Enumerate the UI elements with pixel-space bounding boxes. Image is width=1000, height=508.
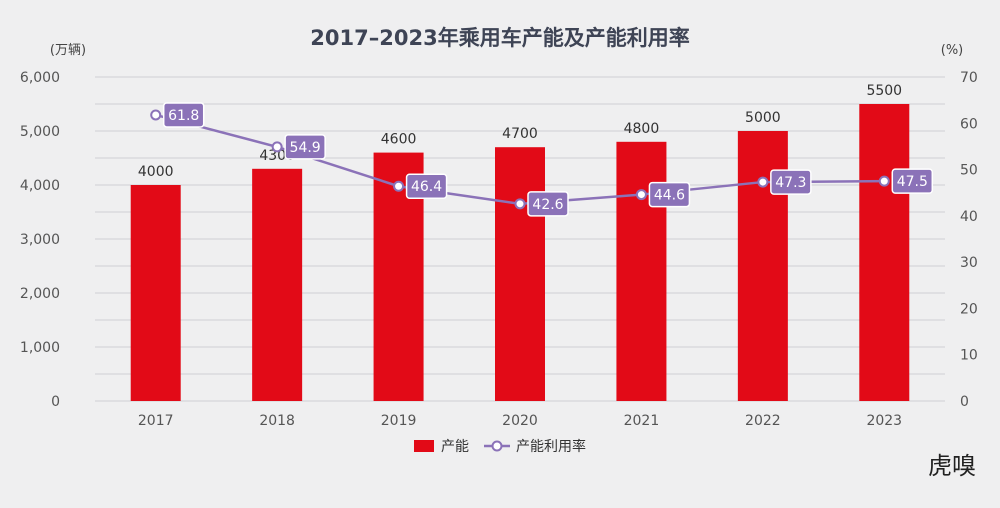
line-data-label: 47.5 bbox=[897, 174, 928, 190]
right-tick-label: 0 bbox=[960, 394, 969, 410]
x-tick-label: 2019 bbox=[381, 413, 417, 429]
bar bbox=[616, 141, 667, 402]
bar-data-label: 4800 bbox=[624, 121, 660, 137]
line-data-label-box bbox=[405, 173, 448, 199]
bar bbox=[495, 147, 545, 401]
right-axis-unit: (%) bbox=[941, 43, 964, 58]
right-tick-label: 50 bbox=[960, 163, 978, 179]
line-data-label-box bbox=[648, 181, 691, 208]
bar bbox=[859, 104, 910, 401]
x-tick-label: 2023 bbox=[866, 413, 902, 429]
line-data-label: 42.6 bbox=[532, 197, 563, 213]
logo: 虎嗅 bbox=[928, 452, 976, 480]
right-tick-label: 60 bbox=[960, 116, 978, 132]
left-tick-label: 5,000 bbox=[20, 124, 60, 140]
line-point bbox=[635, 189, 647, 201]
line-series: 61.8 54.9 46.4 42.6 44.6 47.3 47.5 bbox=[150, 102, 934, 217]
bar-data-label: 4700 bbox=[502, 126, 538, 142]
legend-bar-swatch bbox=[414, 440, 434, 452]
x-tick-label: 2020 bbox=[502, 413, 538, 429]
right-tick-label: 40 bbox=[960, 209, 978, 225]
chart-title: 2017–2023年乘用车产能及产能利用率 bbox=[310, 26, 689, 50]
right-tick-label: 20 bbox=[960, 301, 978, 317]
line-point bbox=[150, 109, 162, 121]
line-point bbox=[393, 180, 405, 192]
line-data-label-box bbox=[891, 168, 934, 194]
left-axis-unit: (万辆) bbox=[50, 43, 86, 58]
line-point bbox=[878, 175, 890, 187]
line-data-label: 54.9 bbox=[290, 140, 321, 156]
line-data-label-box bbox=[527, 191, 569, 217]
left-tick-label: 6,000 bbox=[20, 70, 60, 86]
bar-data-label: 5500 bbox=[866, 83, 902, 99]
line-data-label-box bbox=[770, 169, 812, 195]
x-axis-ticks: 2017 2018 2019 2020 2021 2022 2023 bbox=[138, 413, 902, 429]
legend: 产能 产能利用率 bbox=[414, 438, 586, 455]
legend-bar-label: 产能 bbox=[441, 439, 469, 455]
bar bbox=[252, 168, 303, 401]
line-data-label: 47.3 bbox=[775, 175, 806, 191]
bar-data-label: 4600 bbox=[381, 132, 417, 148]
right-tick-label: 10 bbox=[960, 348, 978, 364]
right-tick-label: 70 bbox=[960, 70, 978, 86]
bar-data-label: 4000 bbox=[138, 164, 174, 180]
line-data-label-box bbox=[162, 102, 205, 128]
line-data-label: 46.4 bbox=[411, 179, 442, 195]
right-axis-ticks: 0 10 20 30 40 50 60 70 bbox=[960, 70, 978, 410]
left-tick-label: 0 bbox=[51, 394, 60, 410]
x-tick-label: 2022 bbox=[745, 413, 781, 429]
x-tick-label: 2018 bbox=[259, 413, 295, 429]
x-tick-label: 2017 bbox=[138, 413, 174, 429]
left-tick-label: 2,000 bbox=[20, 286, 60, 302]
bar bbox=[130, 185, 181, 401]
legend-line-label: 产能利用率 bbox=[516, 438, 586, 455]
line-point bbox=[271, 141, 283, 153]
bar-data-label: 5000 bbox=[745, 110, 781, 126]
line-point bbox=[757, 176, 769, 188]
line-data-label: 44.6 bbox=[654, 188, 685, 204]
x-tick-label: 2021 bbox=[624, 413, 660, 429]
legend-line-marker bbox=[491, 440, 503, 452]
left-tick-label: 3,000 bbox=[20, 232, 60, 248]
left-tick-label: 4,000 bbox=[20, 178, 60, 194]
left-tick-label: 1,000 bbox=[20, 340, 60, 356]
line-data-label: 61.8 bbox=[168, 108, 199, 124]
left-axis-ticks: 0 1,000 2,000 3,000 4,000 5,000 6,000 bbox=[20, 70, 60, 410]
right-tick-label: 30 bbox=[960, 255, 978, 271]
line-data-label-box bbox=[284, 134, 326, 160]
line-point bbox=[514, 198, 526, 210]
